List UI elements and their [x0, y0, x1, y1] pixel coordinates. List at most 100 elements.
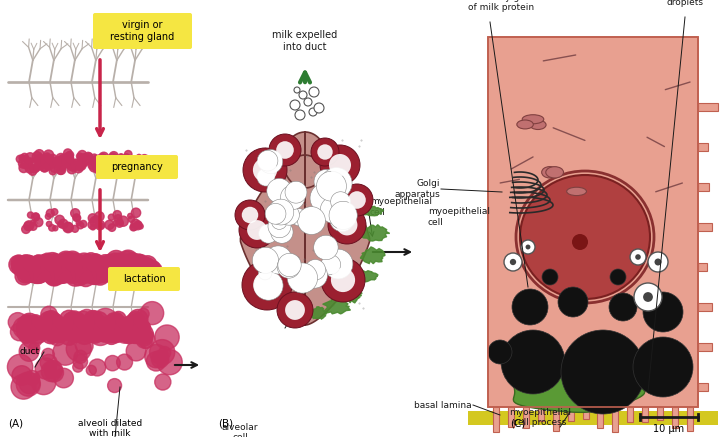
Circle shape	[66, 155, 74, 163]
Circle shape	[46, 271, 56, 281]
Circle shape	[64, 267, 80, 283]
Circle shape	[49, 262, 62, 275]
Circle shape	[127, 160, 135, 169]
Circle shape	[74, 350, 87, 364]
Circle shape	[41, 326, 54, 338]
Circle shape	[125, 156, 132, 164]
Circle shape	[84, 261, 96, 274]
Circle shape	[71, 259, 88, 277]
Text: myoepithelial
cell process: myoepithelial cell process	[509, 408, 571, 427]
Circle shape	[49, 167, 56, 175]
Circle shape	[119, 267, 131, 279]
Circle shape	[115, 256, 135, 275]
Circle shape	[24, 222, 33, 230]
Circle shape	[128, 258, 140, 270]
Circle shape	[76, 220, 81, 225]
Circle shape	[78, 259, 92, 272]
Circle shape	[140, 158, 145, 163]
Circle shape	[106, 250, 126, 270]
Circle shape	[135, 157, 145, 167]
Circle shape	[269, 134, 301, 166]
Circle shape	[99, 152, 109, 162]
Circle shape	[85, 262, 96, 274]
Circle shape	[130, 316, 145, 331]
Circle shape	[80, 259, 90, 269]
Circle shape	[109, 263, 125, 279]
Circle shape	[115, 263, 133, 281]
Circle shape	[108, 257, 127, 276]
Circle shape	[290, 100, 300, 110]
Circle shape	[62, 321, 81, 339]
Circle shape	[314, 170, 338, 194]
Circle shape	[20, 256, 31, 268]
Circle shape	[44, 153, 50, 159]
Circle shape	[243, 148, 287, 192]
Circle shape	[54, 368, 73, 388]
Circle shape	[46, 269, 62, 285]
Circle shape	[41, 259, 61, 279]
Circle shape	[67, 264, 84, 281]
Circle shape	[90, 225, 96, 230]
Circle shape	[37, 260, 49, 272]
Circle shape	[30, 164, 39, 173]
Circle shape	[131, 219, 140, 228]
Circle shape	[93, 264, 106, 278]
Circle shape	[304, 98, 312, 106]
Circle shape	[106, 322, 126, 343]
Circle shape	[278, 253, 301, 277]
Circle shape	[21, 159, 30, 169]
Circle shape	[329, 201, 357, 229]
Circle shape	[96, 155, 106, 165]
Circle shape	[110, 264, 125, 279]
Circle shape	[73, 259, 88, 274]
Circle shape	[66, 253, 82, 269]
Circle shape	[110, 317, 130, 336]
Circle shape	[81, 323, 100, 342]
Circle shape	[24, 329, 34, 339]
Circle shape	[104, 266, 121, 282]
Circle shape	[127, 326, 144, 343]
Circle shape	[75, 267, 86, 279]
Circle shape	[21, 266, 33, 278]
Circle shape	[94, 264, 112, 283]
Circle shape	[120, 267, 133, 281]
Circle shape	[49, 271, 62, 284]
Circle shape	[109, 257, 119, 268]
Circle shape	[102, 325, 119, 343]
Circle shape	[512, 289, 548, 325]
Circle shape	[54, 270, 64, 280]
Circle shape	[124, 154, 130, 160]
Circle shape	[55, 254, 70, 270]
Circle shape	[23, 155, 28, 160]
Circle shape	[109, 320, 129, 340]
Circle shape	[96, 324, 114, 342]
Circle shape	[135, 271, 146, 282]
Circle shape	[39, 271, 51, 281]
Circle shape	[92, 154, 97, 159]
Circle shape	[102, 258, 119, 274]
Circle shape	[86, 317, 101, 332]
Circle shape	[104, 254, 116, 267]
Circle shape	[128, 262, 146, 280]
Circle shape	[488, 340, 512, 364]
Circle shape	[30, 271, 41, 282]
Circle shape	[46, 265, 59, 278]
Circle shape	[257, 168, 275, 186]
Circle shape	[323, 249, 353, 279]
Circle shape	[17, 255, 34, 271]
Circle shape	[25, 159, 32, 166]
Circle shape	[46, 268, 64, 285]
Circle shape	[69, 254, 88, 274]
Circle shape	[25, 258, 42, 275]
Circle shape	[117, 265, 130, 278]
Circle shape	[122, 264, 143, 284]
Circle shape	[32, 255, 45, 268]
Circle shape	[113, 254, 131, 272]
Circle shape	[91, 273, 101, 283]
Circle shape	[94, 160, 104, 169]
Circle shape	[101, 262, 114, 274]
Circle shape	[91, 265, 101, 275]
Circle shape	[55, 259, 70, 274]
Circle shape	[49, 158, 59, 167]
Circle shape	[92, 155, 102, 165]
